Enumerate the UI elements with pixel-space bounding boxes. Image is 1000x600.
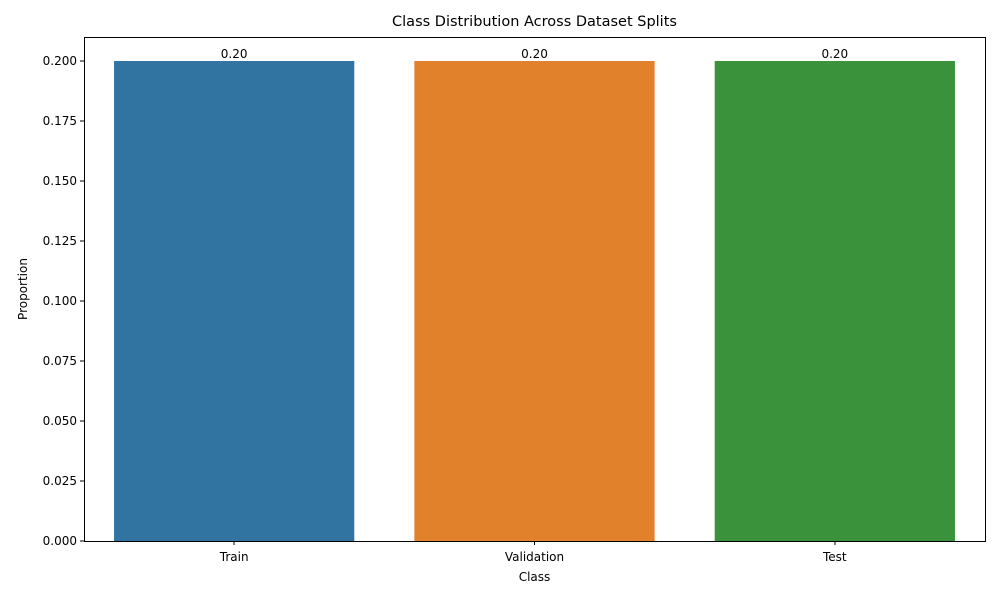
y-axis-label: Proportion (16, 258, 30, 320)
data-label-test: 0.20 (821, 47, 848, 61)
y-tick-label: 0.050 (43, 414, 77, 428)
x-tick-label-train: Train (219, 550, 249, 564)
bars-group (114, 61, 955, 541)
x-axis-label: Class (519, 570, 551, 584)
y-tick-label: 0.025 (43, 474, 77, 488)
data-label-validation: 0.20 (521, 47, 548, 61)
bar-validation (414, 61, 655, 541)
y-tick-label: 0.175 (43, 114, 77, 128)
y-tick-label: 0.150 (43, 174, 77, 188)
bar-test (714, 61, 955, 541)
chart-title: Class Distribution Across Dataset Splits (392, 14, 677, 30)
x-axis-ticks: Train Validation Test (219, 541, 847, 564)
y-tick-label: 0.100 (43, 294, 77, 308)
y-tick-label: 0.200 (43, 54, 77, 68)
y-axis-ticks: 0.000 0.025 0.050 0.075 0.100 0.125 0.150 0.175… (43, 54, 84, 548)
x-tick-label-validation: Validation (505, 550, 564, 564)
data-labels-group: 0.20 0.20 0.20 (221, 47, 848, 61)
x-tick-label-test: Test (822, 550, 847, 564)
data-label-train: 0.20 (221, 47, 248, 61)
y-tick-label: 0.125 (43, 234, 77, 248)
y-tick-label: 0.000 (43, 534, 77, 548)
y-tick-label: 0.075 (43, 354, 77, 368)
axes-frame (84, 37, 986, 542)
bar-train (114, 61, 355, 541)
